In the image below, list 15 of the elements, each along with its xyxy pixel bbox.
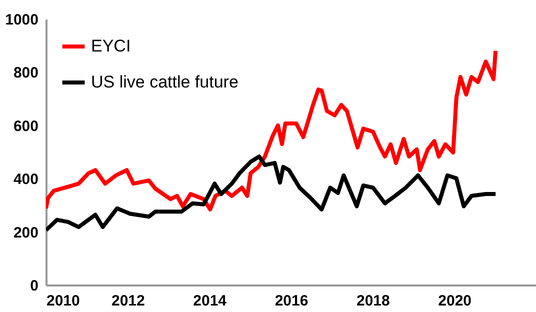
line-series	[46, 154, 498, 232]
legend-label: EYCI	[91, 36, 131, 56]
legend-label: US live cattle future	[91, 72, 238, 92]
y-tick-label: 400	[13, 171, 38, 188]
x-tick-label: 2016	[274, 292, 308, 310]
y-tick-label: 1000	[5, 12, 38, 28]
y-tick-label: 200	[13, 224, 38, 242]
y-tick-label: 800	[13, 64, 38, 82]
x-tick-label: 2010	[46, 292, 80, 310]
x-tick-label: 2020	[438, 292, 472, 310]
x-tick-label: 2018	[356, 292, 390, 310]
x-tick-label: 2012	[111, 292, 145, 310]
y-tick-label: 600	[13, 118, 38, 135]
y-tick-label: 0	[30, 278, 38, 294]
x-tick-label: 2014	[193, 292, 228, 310]
